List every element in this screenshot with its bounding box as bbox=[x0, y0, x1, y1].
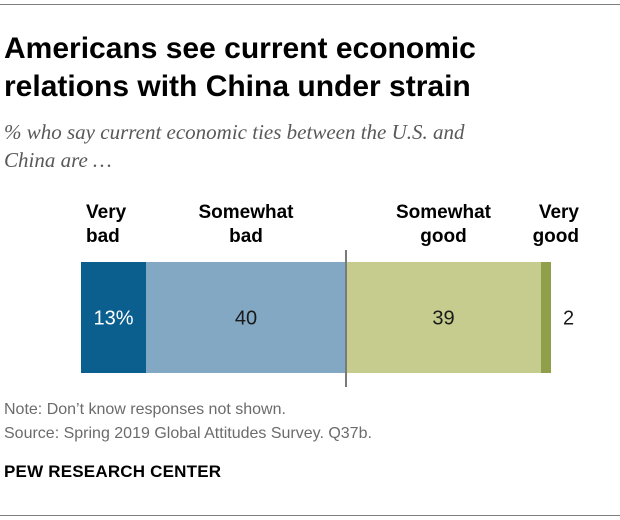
category-label-very-good: Very bbox=[539, 202, 580, 223]
chart-subtitle: % who say current economic ties between … bbox=[4, 118, 604, 174]
chart-subtitle-line: % who say current economic ties between … bbox=[4, 120, 465, 144]
bottom-rule bbox=[0, 515, 620, 516]
data-label-somewhat-bad: 40 bbox=[235, 308, 257, 330]
chart-title: Americans see current economic relations… bbox=[4, 30, 604, 106]
bar-segment-somewhat-bad bbox=[146, 262, 346, 373]
category-label-very-bad: bad bbox=[86, 226, 120, 247]
data-label-somewhat-good: 39 bbox=[432, 308, 454, 330]
category-label-somewhat-good: Somewhat bbox=[396, 202, 492, 223]
chart-subtitle-line: China are … bbox=[4, 148, 112, 172]
brand-wordmark: PEW RESEARCH CENTER bbox=[4, 462, 222, 481]
category-label-somewhat-bad: Somewhat bbox=[198, 202, 294, 223]
data-label-very-good: 2 bbox=[563, 308, 574, 330]
bar-segment-very-good bbox=[541, 262, 551, 373]
category-label-somewhat-good: good bbox=[420, 226, 466, 247]
data-label-very-bad: 13% bbox=[93, 308, 133, 330]
source-text: Source: Spring 2019 Global Attitudes Sur… bbox=[4, 425, 372, 442]
category-label-somewhat-bad: bad bbox=[229, 226, 263, 247]
note-text: Note: Don’t know responses not shown. bbox=[4, 401, 286, 418]
stacked-bar-chart: 13% Very bad 40 Somewhat bad 39 Somewhat good 2 Ve… bbox=[81, 202, 580, 387]
chart-notes: Note: Don’t know responses not shown. So… bbox=[4, 398, 372, 446]
category-label-very-bad: Very bbox=[86, 202, 127, 223]
chart-title-line: relations with China under strain bbox=[4, 70, 471, 103]
bar-segment-very-bad bbox=[81, 262, 146, 373]
chart-title-line: Americans see current economic bbox=[4, 32, 476, 65]
category-label-very-good: good bbox=[533, 226, 579, 247]
bar-segment-somewhat-good bbox=[346, 262, 541, 373]
top-rule bbox=[0, 4, 620, 5]
